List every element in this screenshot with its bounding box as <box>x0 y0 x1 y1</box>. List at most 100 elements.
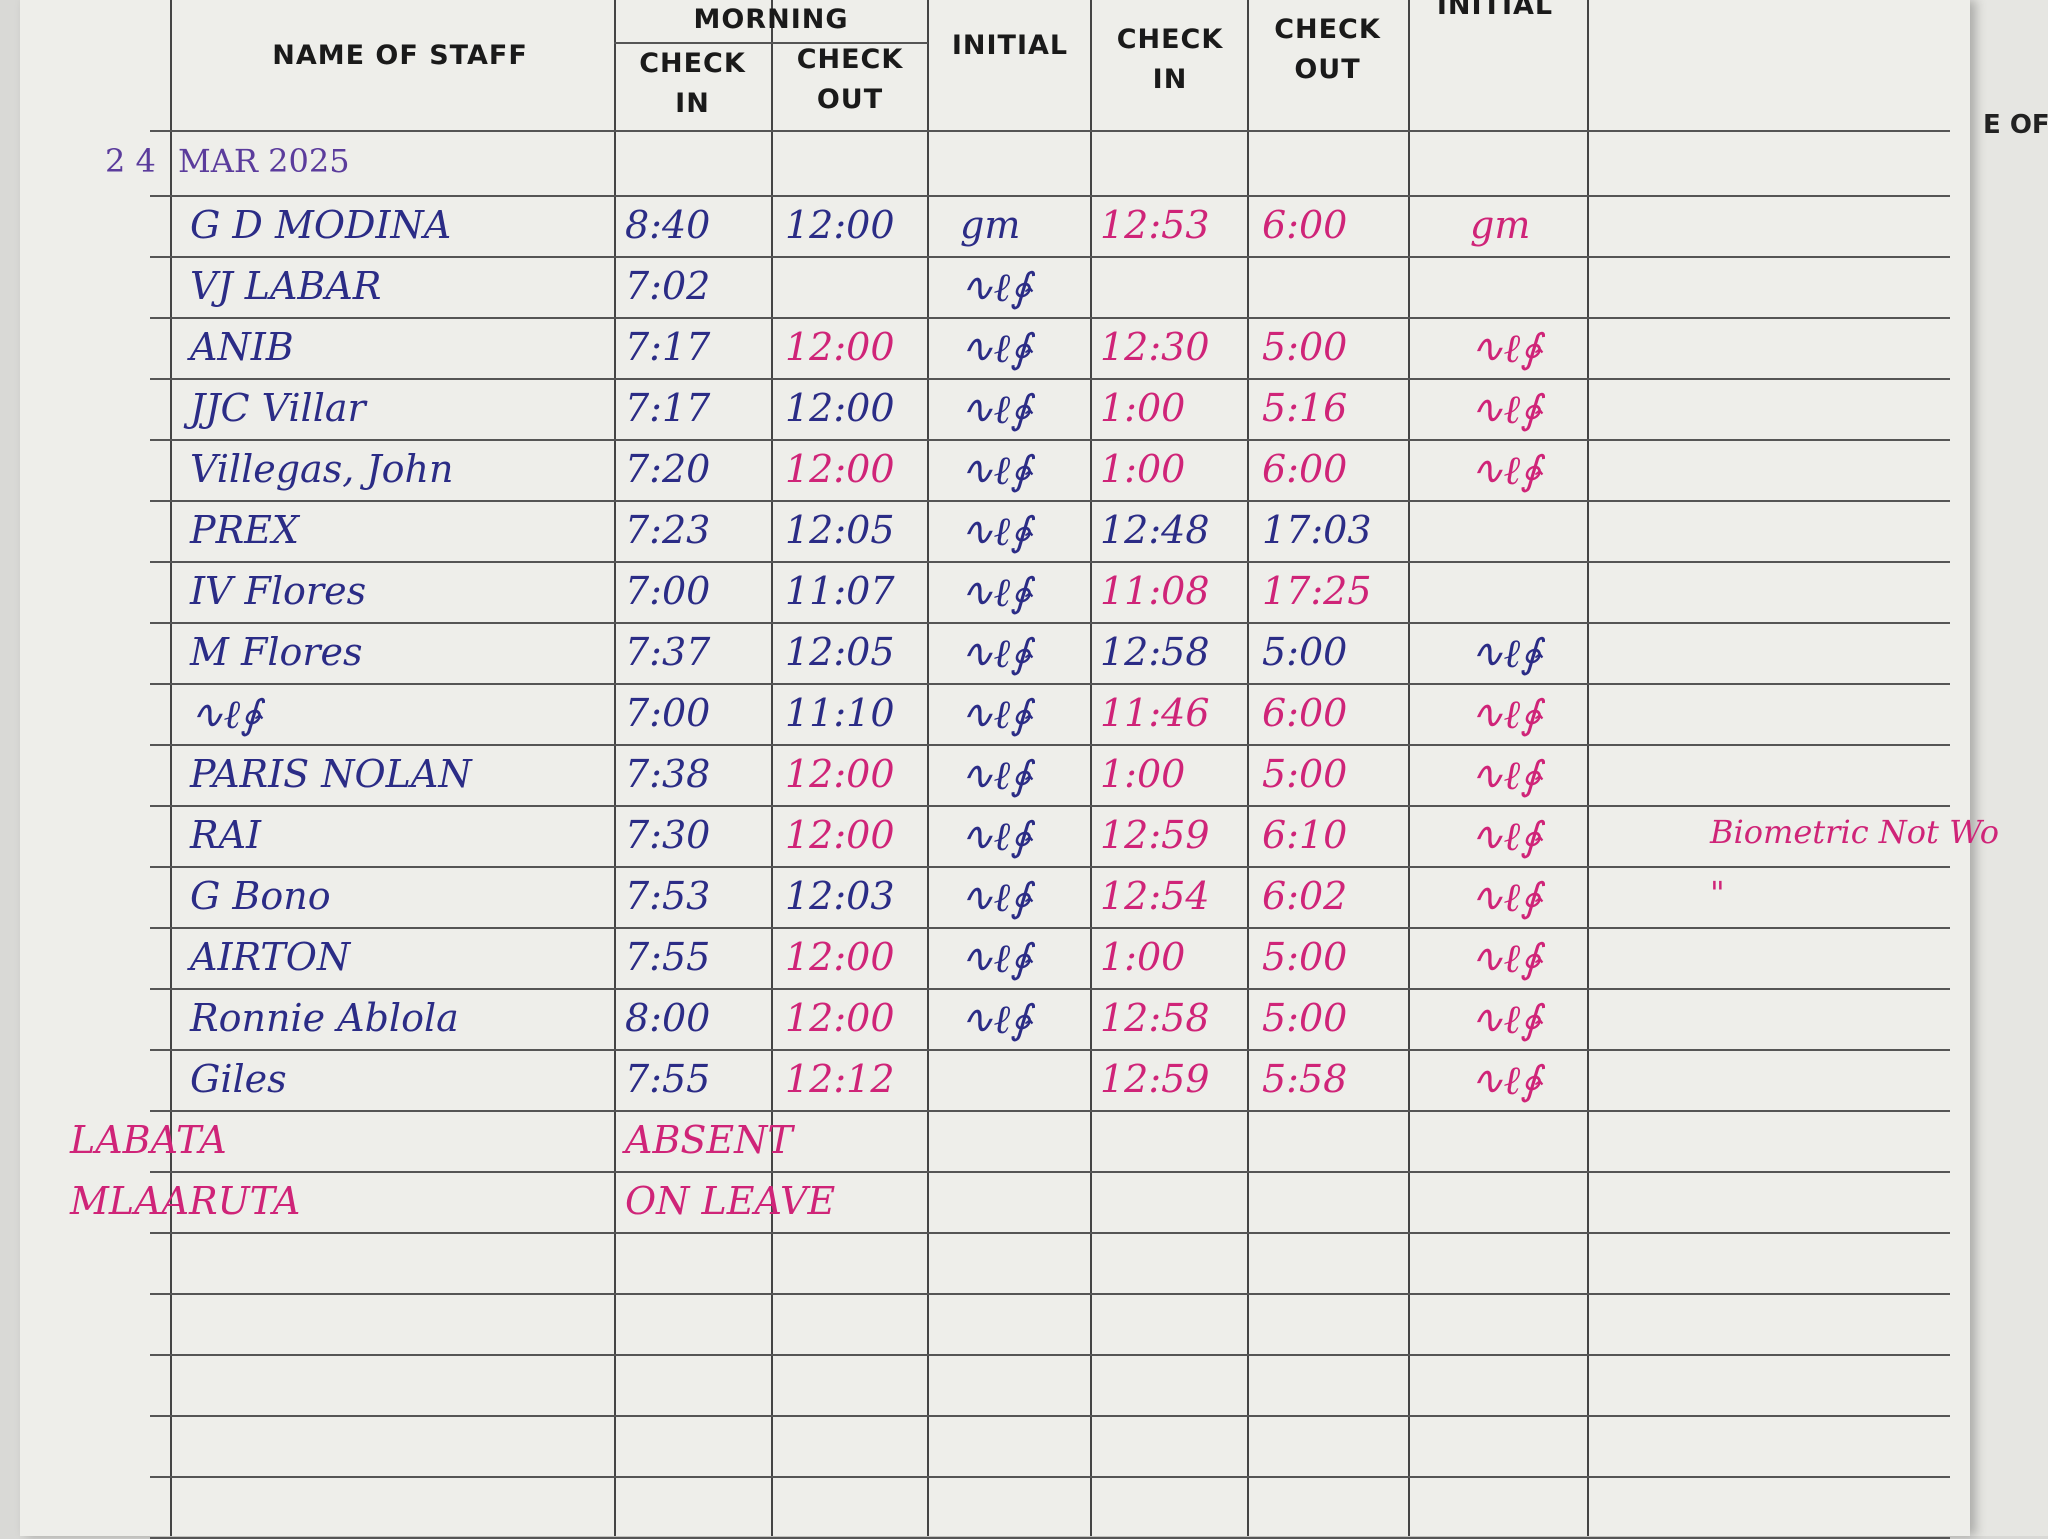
pm-check-out-cell: 6:00 <box>1262 447 1348 491</box>
pm-check-in-cell: 11:46 <box>1100 691 1210 735</box>
pm-check-in-cell: 12:59 <box>1100 813 1210 857</box>
pm-check-out-cell: 6:10 <box>1262 813 1348 857</box>
handwritten-signature: ∿ℓ∳ <box>1470 753 1542 799</box>
pm-check-in-cell: 12:54 <box>1100 874 1210 918</box>
handwritten-signature: ∿ℓ∳ <box>960 814 1032 860</box>
am-check-out-cell: 12:00 <box>785 447 895 491</box>
pm-check-out-cell: 6:02 <box>1262 874 1348 918</box>
name-cell: ANIB <box>190 325 294 369</box>
handwritten-signature: ∿ℓ∳ <box>960 692 1032 738</box>
am-check-in-cell: 7:20 <box>625 447 711 491</box>
next-page-edge: E OF <box>1965 0 2048 1536</box>
am-check-out-cell: 12:00 <box>785 203 895 247</box>
pm-check-out-cell: 5:16 <box>1262 386 1348 430</box>
pm-check-out-cell: 5:58 <box>1262 1057 1348 1101</box>
handwritten-signature: ∿ℓ∳ <box>960 509 1032 555</box>
header-morning: MORNING <box>693 4 849 35</box>
row-divider <box>150 317 1950 319</box>
am-check-out-cell: 12:00 <box>785 386 895 430</box>
am-check-out-cell: 12:12 <box>785 1057 895 1101</box>
row-divider <box>150 561 1950 563</box>
pm-check-in-cell: 12:58 <box>1100 630 1210 674</box>
pm-check-out-cell: 17:25 <box>1262 569 1372 613</box>
row-divider <box>150 378 1950 380</box>
am-check-out-cell: 12:05 <box>785 508 895 552</box>
name-cell: G Bono <box>190 874 331 918</box>
name-cell: G D MODINA <box>190 203 452 247</box>
handwritten-signature: ∿ℓ∳ <box>1470 875 1542 921</box>
row-divider <box>150 1049 1950 1051</box>
row-divider <box>150 988 1950 990</box>
handwritten-signature: ∿ℓ∳ <box>1470 1058 1542 1104</box>
column-divider <box>927 0 929 1536</box>
next-page-header-fragment: E OF <box>1983 110 2048 140</box>
pm-check-in-cell: 1:00 <box>1100 386 1186 430</box>
pm-check-in-cell: 1:00 <box>1100 447 1186 491</box>
row-divider <box>150 1354 1950 1356</box>
pm-check-out-cell: 6:00 <box>1262 691 1348 735</box>
remarks-cell: Biometric Not Wo <box>1710 813 2000 851</box>
am-check-in-cell: 7:17 <box>625 325 711 369</box>
am-check-out-cell: 12:00 <box>785 935 895 979</box>
header-initial: INITIAL <box>951 30 1069 61</box>
header-am-check-out: CHECK OUT <box>796 44 904 115</box>
pm-check-out-cell: 5:00 <box>1262 630 1348 674</box>
header-pm-check-in: CHECK IN <box>1116 24 1224 95</box>
row-divider <box>150 1293 1950 1295</box>
handwritten-signature: ∿ℓ∳ <box>1470 997 1542 1043</box>
row-divider <box>150 500 1950 502</box>
header-name-of-staff: NAME OF STAFF <box>272 40 528 71</box>
morning-header-divider <box>614 42 928 44</box>
row-divider <box>150 805 1950 807</box>
pm-check-in-cell: 12:58 <box>1100 996 1210 1040</box>
am-check-out-cell: 12:00 <box>785 813 895 857</box>
handwritten-signature: ∿ℓ∳ <box>1470 814 1542 860</box>
column-divider <box>614 0 616 1536</box>
am-check-out-cell: 12:00 <box>785 752 895 796</box>
row-divider <box>150 1171 1950 1173</box>
handwritten-signature: ∿ℓ∳ <box>960 997 1032 1043</box>
date-month-year: MAR 2025 <box>178 142 350 180</box>
pm-check-in-cell: 12:53 <box>1100 203 1210 247</box>
handwritten-signature: ∿ℓ∳ <box>1470 631 1542 677</box>
pm-check-out-cell: 17:03 <box>1262 508 1372 552</box>
row-divider <box>150 622 1950 624</box>
row-divider <box>150 866 1950 868</box>
handwritten-signature: ∿ℓ∳ <box>960 387 1032 433</box>
date-day: 2 4 <box>105 142 156 180</box>
am-check-in-cell: 7:17 <box>625 386 711 430</box>
pm-check-in-cell: 1:00 <box>1100 752 1186 796</box>
am-check-in-cell: 7:38 <box>625 752 711 796</box>
am-check-in-cell: 7:37 <box>625 630 711 674</box>
am-check-in-cell: 7:23 <box>625 508 711 552</box>
initial-cell: gm <box>960 203 1021 247</box>
name-cell: VJ LABAR <box>190 264 382 308</box>
name-cell: Giles <box>190 1057 287 1101</box>
am-check-out-cell: 11:07 <box>785 569 895 613</box>
row-divider <box>150 1110 1950 1112</box>
handwritten-signature: ∿ℓ∳ <box>1470 326 1542 372</box>
handwritten-signature: ∿ℓ∳ <box>960 570 1032 616</box>
am-check-out-cell: 12:00 <box>785 996 895 1040</box>
pm-check-in-cell: 12:30 <box>1100 325 1210 369</box>
am-check-out-cell: 12:00 <box>785 325 895 369</box>
name-cell: LABATA <box>70 1118 227 1162</box>
name-cell: IV Flores <box>190 569 367 613</box>
am-check-in-cell: 7:55 <box>625 935 711 979</box>
name-cell: Ronnie Ablola <box>190 996 459 1040</box>
header-pm-initial: INITIAL <box>1436 0 1554 21</box>
handwritten-signature: ∿ℓ∳ <box>190 692 262 738</box>
row-divider <box>150 744 1950 746</box>
name-cell: PARIS NOLAN <box>190 752 472 796</box>
am-check-in-cell: ON LEAVE <box>625 1179 836 1223</box>
am-check-out-cell: 11:10 <box>785 691 895 735</box>
pm-check-in-cell: 12:59 <box>1100 1057 1210 1101</box>
header-am-check-in: CHECK IN <box>639 48 746 119</box>
pm-check-out-cell: 6:00 <box>1262 203 1348 247</box>
row-divider <box>150 683 1950 685</box>
row-divider <box>150 130 1950 132</box>
am-check-in-cell: 7:00 <box>625 691 711 735</box>
column-divider <box>1090 0 1092 1536</box>
name-cell: M Flores <box>190 630 363 674</box>
name-cell: RAI <box>190 813 262 857</box>
